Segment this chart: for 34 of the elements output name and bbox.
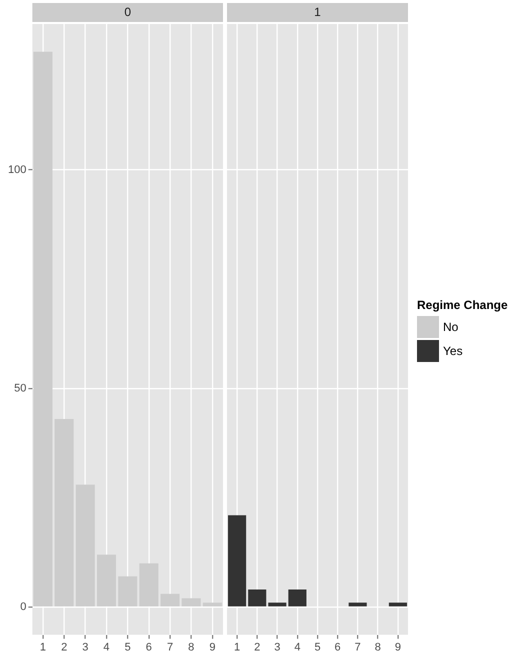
legend-title: Regime Change <box>417 298 508 312</box>
x-tick-label: 8 <box>374 641 381 654</box>
x-tick-label: 2 <box>254 641 260 654</box>
bar <box>76 484 95 606</box>
x-tick-label: 3 <box>82 641 88 654</box>
bar <box>54 419 74 606</box>
x-tick-label: 6 <box>334 641 341 654</box>
x-tick-label: 8 <box>188 641 194 654</box>
x-tick-label: 7 <box>354 641 361 654</box>
x-tick-label: 1 <box>234 641 240 654</box>
bar <box>139 563 158 606</box>
bar <box>96 554 116 606</box>
legend-label: No <box>443 320 458 334</box>
x-tick-label: 9 <box>394 641 402 654</box>
x-tick-label: 5 <box>314 641 321 654</box>
x-tick-label: 2 <box>61 641 68 654</box>
y-tick-label: 100 <box>8 164 26 176</box>
x-tick-label: 5 <box>124 641 131 654</box>
chart-title: 1 <box>314 4 322 19</box>
bar <box>160 594 180 606</box>
legend-label: Yes <box>443 344 463 358</box>
x-tick-label: 1 <box>40 641 46 654</box>
bar <box>33 52 52 606</box>
y-tick-label: 0 <box>20 601 26 614</box>
y-tick-label: 50 <box>14 382 26 394</box>
bar <box>118 576 138 606</box>
x-tick-label: 9 <box>209 641 216 654</box>
x-tick-label: 4 <box>103 641 110 654</box>
chart-title: 0 <box>124 4 132 19</box>
x-tick-label: 3 <box>274 641 280 654</box>
x-tick-label: 7 <box>166 641 174 654</box>
x-tick-label: 4 <box>294 641 300 654</box>
x-tick-label: 6 <box>146 641 152 654</box>
bar <box>182 598 201 606</box>
